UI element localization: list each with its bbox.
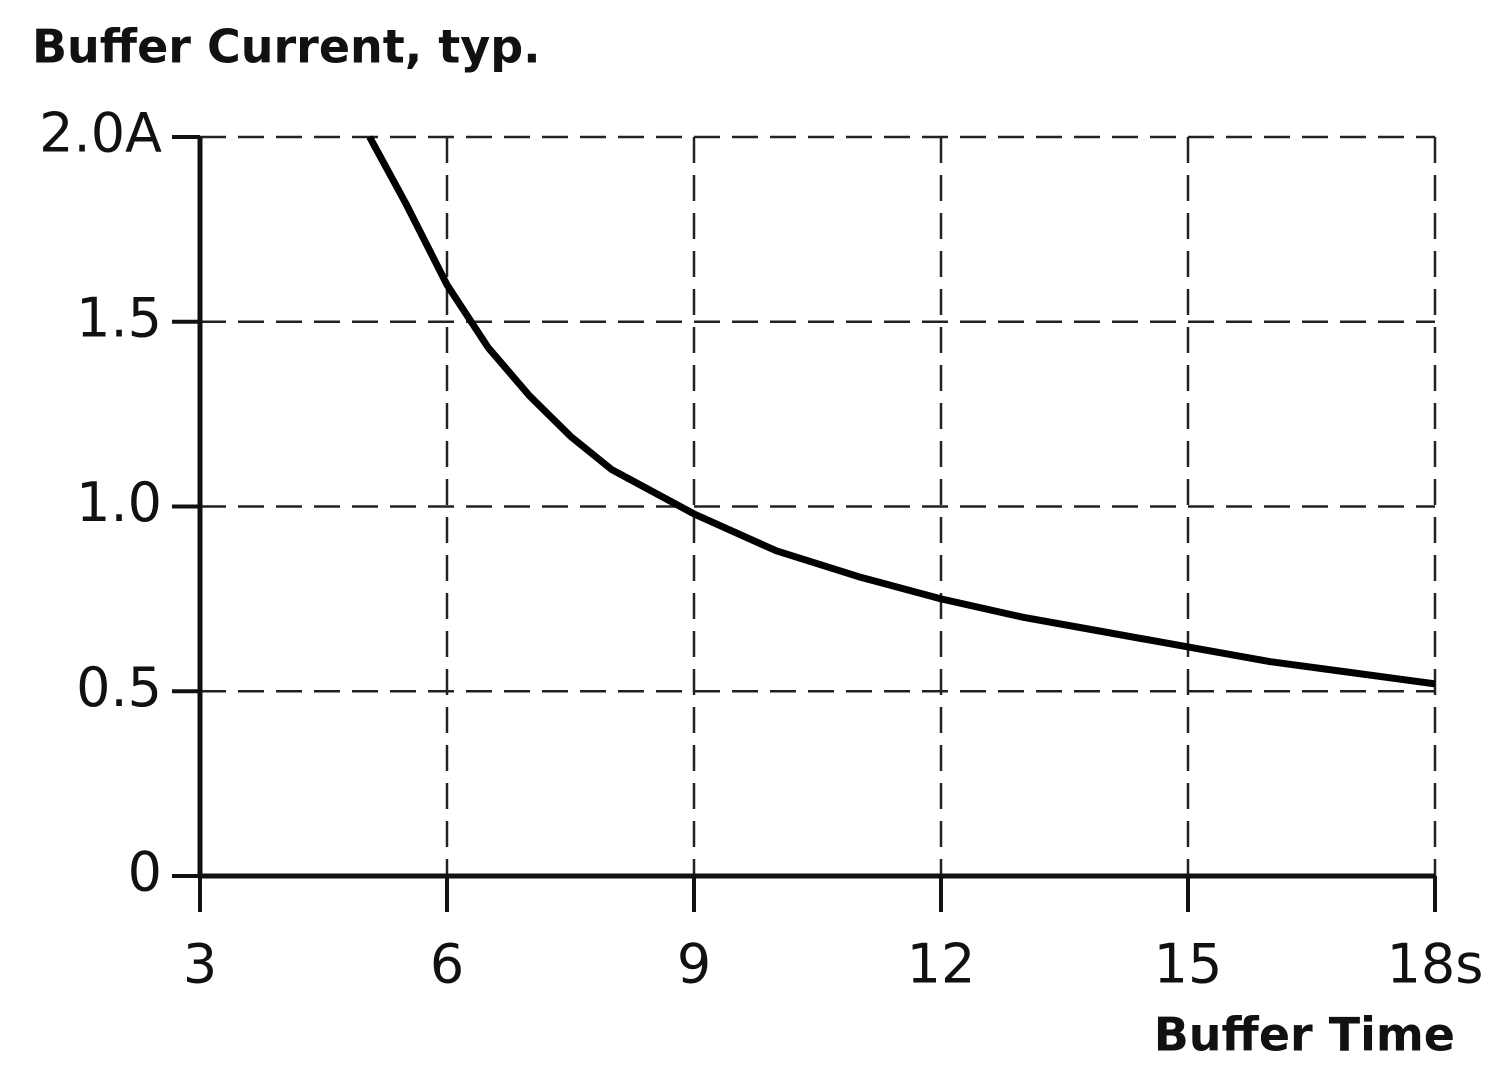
y-tick-label: 1.0 [76, 471, 162, 534]
x-tick-label: 3 [183, 933, 217, 996]
x-tick-label: 9 [677, 933, 711, 996]
y-tick-label: 0 [128, 841, 162, 904]
data-line [366, 135, 1436, 688]
x-tick-label: 15 [1154, 933, 1223, 996]
y-tick-label: 0.5 [76, 656, 162, 719]
chart-title: Buffer Current, typ. [32, 20, 541, 74]
x-tick-label: 6 [430, 933, 464, 996]
y-tick-label: 1.5 [76, 286, 162, 349]
y-tick-label: 2.0A [39, 102, 162, 165]
x-tick-label: 18s [1387, 933, 1484, 996]
x-axis-label: Buffer Time [1154, 1008, 1455, 1062]
x-tick-label: 12 [907, 933, 976, 996]
